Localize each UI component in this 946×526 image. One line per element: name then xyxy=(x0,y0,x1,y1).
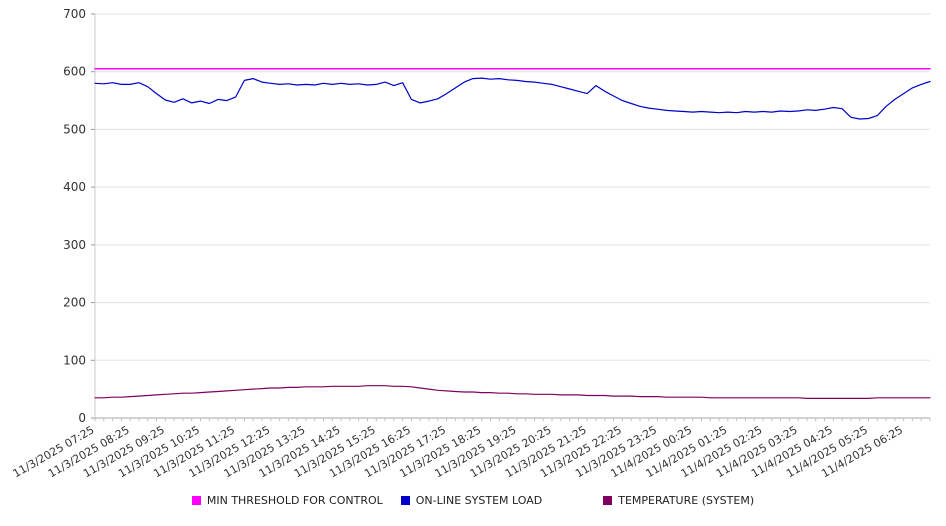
legend-swatch-online-system-load-icon xyxy=(400,496,410,505)
svg-text:600: 600 xyxy=(63,65,86,79)
legend-label-min-threshold: MIN THRESHOLD FOR CONTROL xyxy=(206,494,383,507)
legend-label-online-system-load: ON-LINE SYSTEM LOAD xyxy=(415,494,543,507)
svg-text:700: 700 xyxy=(63,7,86,21)
legend-item-temperature-system[interactable]: TEMPERATURE (SYSTEM) xyxy=(603,494,754,507)
legend-label-temperature-system: TEMPERATURE (SYSTEM) xyxy=(618,494,755,507)
svg-text:0: 0 xyxy=(78,411,86,425)
svg-text:500: 500 xyxy=(63,122,86,136)
svg-text:100: 100 xyxy=(63,353,86,367)
svg-text:300: 300 xyxy=(63,238,86,252)
legend-swatch-min-threshold-icon xyxy=(191,496,201,505)
chart-legend: MIN THRESHOLD FOR CONTROL ON-LINE SYSTEM… xyxy=(0,494,946,507)
svg-text:400: 400 xyxy=(63,180,86,194)
legend-item-online-system-load[interactable]: ON-LINE SYSTEM LOAD xyxy=(400,494,543,507)
svg-text:200: 200 xyxy=(63,296,86,310)
legend-swatch-temperature-system-icon xyxy=(603,496,613,505)
legend-item-min-threshold[interactable]: MIN THRESHOLD FOR CONTROL xyxy=(191,494,383,507)
